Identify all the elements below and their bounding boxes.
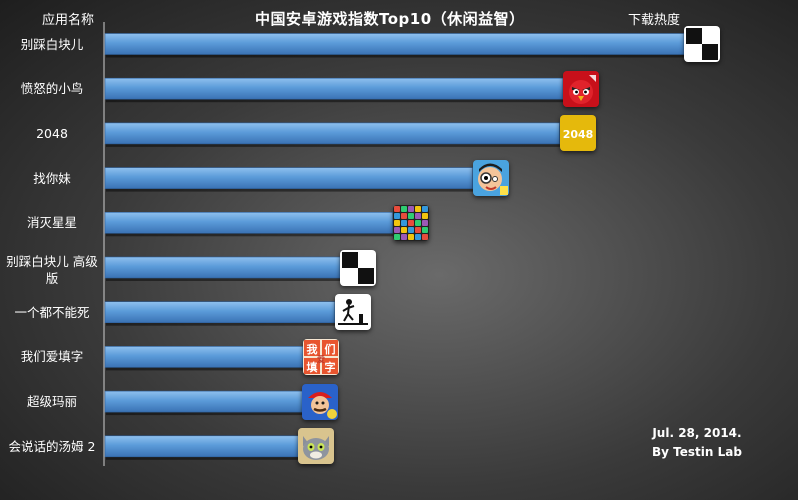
angry-birds-icon: [562, 70, 599, 107]
category-label: 一个都不能死: [14, 304, 90, 320]
app-name-column-label: 应用名称: [42, 13, 95, 28]
bar-3: [104, 122, 560, 145]
stickman-icon: [334, 294, 371, 331]
bar-10: [104, 435, 299, 458]
category-label: 我们爱填字: [20, 349, 84, 365]
piano-tiles-icon: [340, 249, 377, 286]
find-her-icon: [472, 160, 509, 197]
popstar-icon: [392, 204, 429, 241]
bar-8: [104, 346, 304, 368]
credit-author: By Testin Lab: [652, 445, 742, 459]
chart-title: 中国安卓游戏指数Top10（休闲益智）: [255, 10, 525, 28]
word-puzzle-icon: 我们填字爱: [303, 338, 340, 375]
credit-block: Jul. 28, 2014. By Testin Lab: [652, 424, 742, 462]
category-label: 愤怒的小鸟: [20, 81, 84, 97]
bar-5: [104, 212, 394, 234]
bar-4: [104, 167, 473, 189]
talking-tom-icon: [298, 428, 335, 465]
svg-text:们: 们: [325, 342, 336, 356]
category-label: 2048: [36, 125, 68, 141]
bar-1: [104, 33, 685, 55]
category-label: 别踩白块儿 高级版: [6, 253, 98, 286]
category-label: 消灭星星: [26, 215, 77, 231]
svg-text:字: 字: [325, 360, 336, 374]
credit-date: Jul. 28, 2014.: [652, 426, 742, 440]
svg-text:爱: 爱: [317, 354, 325, 364]
category-label: 找你妹: [33, 170, 71, 186]
download-heat-column-label: 下载热度: [628, 13, 681, 28]
svg-text:2048: 2048: [562, 128, 593, 141]
category-label: 超级玛丽: [26, 394, 77, 410]
category-label: 别踩白块儿: [20, 36, 84, 52]
bar-6: [104, 256, 341, 279]
category-label: 会说话的汤姆 2: [8, 438, 96, 454]
svg-text:填: 填: [307, 360, 318, 374]
2048-icon: 2048: [559, 115, 596, 152]
bar-2: [104, 77, 564, 100]
bar-9: [104, 390, 303, 413]
super-mario-icon: [302, 383, 339, 420]
svg-text:我: 我: [307, 342, 318, 356]
piano-tiles-icon: [684, 26, 720, 62]
bar-7: [104, 301, 336, 324]
